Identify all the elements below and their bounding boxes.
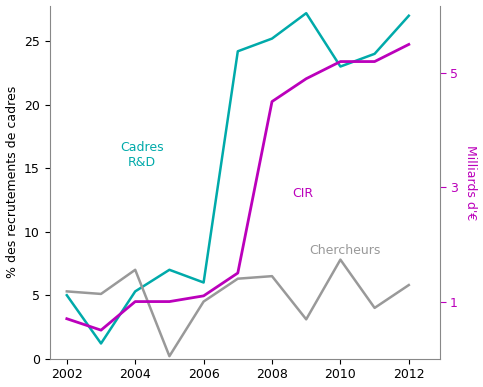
Y-axis label: % des recrutements de cadres: % des recrutements de cadres [6,86,18,278]
Text: CIR: CIR [293,187,313,200]
Text: Cadres
R&D: Cadres R&D [120,142,164,170]
Text: Chercheurs: Chercheurs [310,244,381,257]
Y-axis label: Milliards d'€: Milliards d'€ [465,144,477,220]
